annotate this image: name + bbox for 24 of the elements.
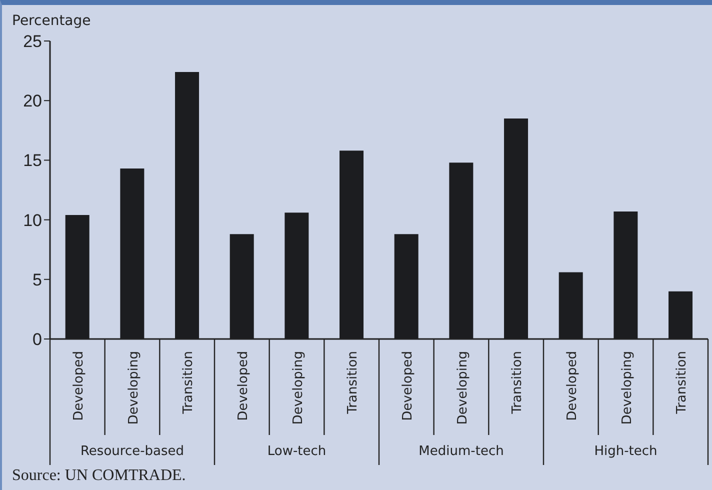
text: High-tech [594,444,658,459]
x-tick-label: Developing [290,351,306,425]
x-tick-label: Developed [564,351,580,421]
x-tick-label: Transition [674,351,690,415]
x-tick-label: Transition [510,351,526,415]
x-tick-label: Developing [455,351,470,425]
x-tick-label: Transition [346,351,361,415]
text: Medium-tech [418,444,504,459]
y-tick-label: 25 [23,32,42,52]
y-tick-label: 10 [23,210,42,230]
y-tick-label: 5 [32,270,42,290]
y-tick-label: 15 [23,151,42,170]
x-tick-label: Developing [126,351,142,425]
source-note: Source: UN COMTRADE. [12,467,186,485]
x-tick-label: Developed [71,351,86,421]
y-tick-label: 20 [23,92,42,111]
x-tick-label: Developed [400,351,416,421]
x-tick-label: Developed [236,351,251,421]
y-tick-label: 0 [32,330,42,350]
y-axis-title: Percentage [12,13,91,29]
x-tick-label: Developing [620,351,635,425]
text: Resource-based [80,444,184,459]
x-tick-label: Transition [181,351,196,415]
text: Low-tech [267,444,326,459]
